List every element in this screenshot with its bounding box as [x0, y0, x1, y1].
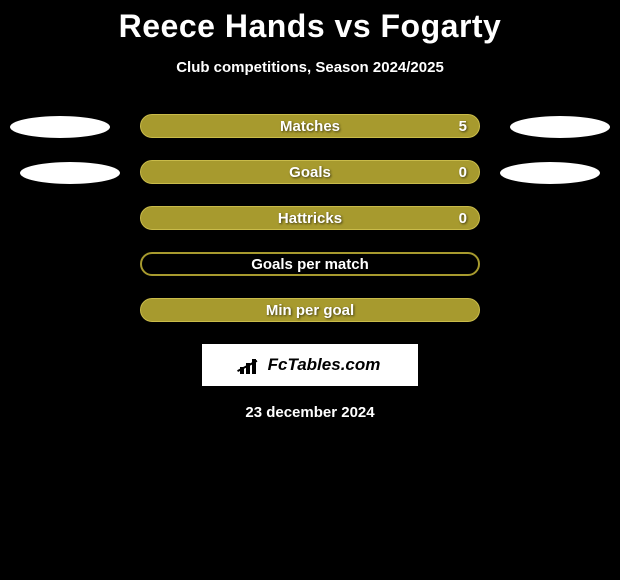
player-left-ellipse-2: [20, 162, 120, 184]
player-right-ellipse-1: [510, 116, 610, 138]
bar-chart-icon: [240, 356, 262, 374]
source-badge-text: FcTables.com: [268, 355, 381, 375]
source-badge: FcTables.com: [202, 344, 418, 386]
player-left-ellipse-1: [10, 116, 110, 138]
stat-label: Goals per match: [251, 256, 369, 273]
stat-label: Goals: [289, 164, 331, 181]
stat-value: 5: [459, 118, 467, 135]
stat-value: 0: [459, 210, 467, 227]
stat-bar-min-per-goal: Min per goal: [140, 298, 480, 322]
stat-label: Matches: [280, 118, 340, 135]
stat-bar-matches: Matches 5: [140, 114, 480, 138]
stat-label: Hattricks: [278, 210, 342, 227]
subtitle: Club competitions, Season 2024/2025: [0, 59, 620, 76]
stat-bar-goals: Goals 0: [140, 160, 480, 184]
stat-label: Min per goal: [266, 302, 354, 319]
stat-value: 0: [459, 164, 467, 181]
stat-bar-hattricks: Hattricks 0: [140, 206, 480, 230]
player-right-ellipse-2: [500, 162, 600, 184]
page-title: Reece Hands vs Fogarty: [0, 8, 620, 45]
comparison-infographic: Reece Hands vs Fogarty Club competitions…: [0, 0, 620, 421]
stat-bars: Matches 5 Goals 0 Hattricks 0 Goals per …: [140, 114, 480, 322]
stat-bar-goals-per-match: Goals per match: [140, 252, 480, 276]
stats-area: Matches 5 Goals 0 Hattricks 0 Goals per …: [0, 114, 620, 322]
date-label: 23 december 2024: [0, 404, 620, 421]
